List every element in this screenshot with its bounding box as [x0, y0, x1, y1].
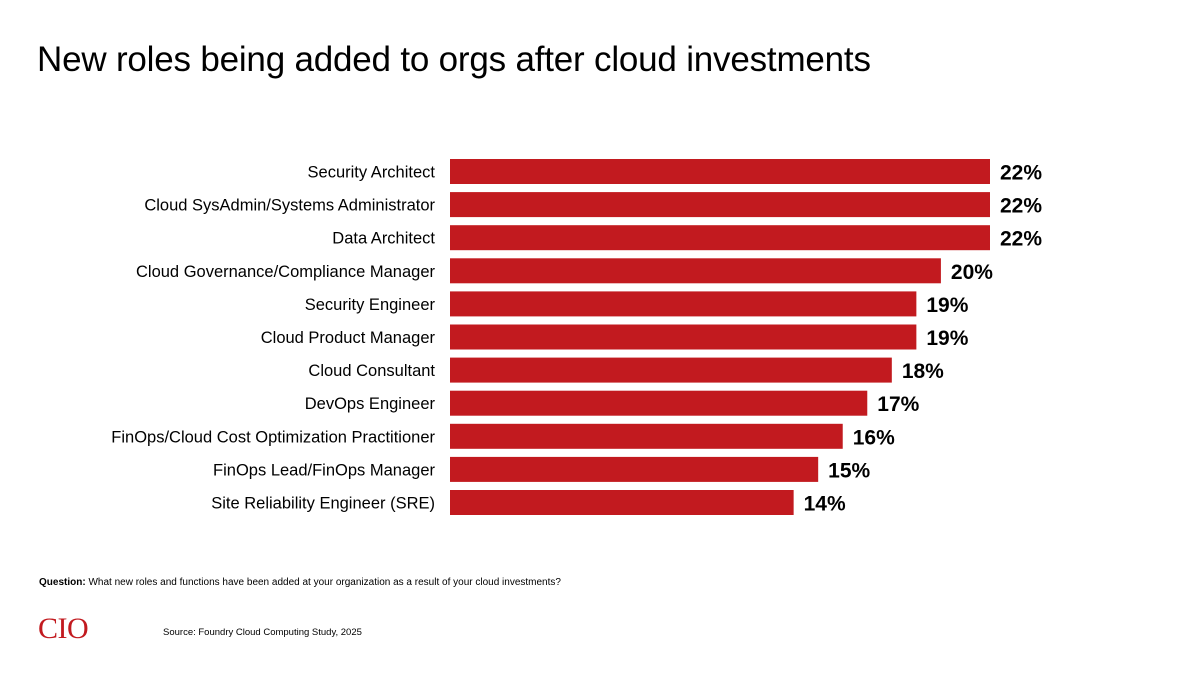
bar: [450, 490, 794, 515]
category-label: Security Engineer: [305, 296, 436, 314]
category-label: Cloud Governance/Compliance Manager: [136, 263, 436, 281]
bar: [450, 390, 868, 416]
bar: [450, 258, 941, 284]
bar: [450, 192, 990, 218]
bar: [450, 225, 990, 251]
data-label: 22%: [1000, 228, 1042, 251]
category-label: Data Architect: [332, 230, 435, 248]
bar: [450, 324, 917, 350]
category-label: Site Reliability Engineer (SRE): [211, 495, 435, 513]
source-note: Source: Foundry Cloud Computing Study, 2…: [163, 627, 362, 638]
data-label: 18%: [902, 360, 944, 383]
category-label: FinOps/Cloud Cost Optimization Practitio…: [111, 428, 435, 446]
bar-chart: Security Architect 22% Cloud SysAdmin/Syst…: [111, 159, 1042, 516]
page-title: New roles being added to orgs after clou…: [37, 40, 871, 79]
category-label: Cloud SysAdmin/Systems Administrator: [144, 197, 435, 215]
data-label: 15%: [828, 459, 870, 482]
category-label: Cloud Product Manager: [261, 329, 436, 347]
data-label: 17%: [877, 393, 919, 416]
question-text: What new roles and functions have been a…: [88, 577, 561, 588]
bar: [450, 291, 917, 317]
category-label: DevOps Engineer: [305, 395, 436, 413]
bar: [450, 456, 819, 482]
data-label: 20%: [951, 261, 993, 284]
data-label: 16%: [853, 426, 895, 449]
data-label: 22%: [1000, 162, 1042, 185]
question-label: Question:: [39, 577, 86, 588]
bar: [450, 159, 990, 184]
category-label: FinOps Lead/FinOps Manager: [213, 461, 435, 479]
cio-logo: CIO: [38, 612, 89, 645]
bar: [450, 357, 892, 383]
data-label: 14%: [804, 493, 846, 516]
survey-question: Question: What new roles and functions h…: [39, 577, 561, 588]
category-label: Security Architect: [308, 164, 436, 182]
bar: [450, 423, 843, 449]
data-label: 22%: [1000, 195, 1042, 218]
data-label: 19%: [926, 294, 968, 317]
category-label: Cloud Consultant: [308, 362, 435, 380]
data-label: 19%: [926, 327, 968, 350]
